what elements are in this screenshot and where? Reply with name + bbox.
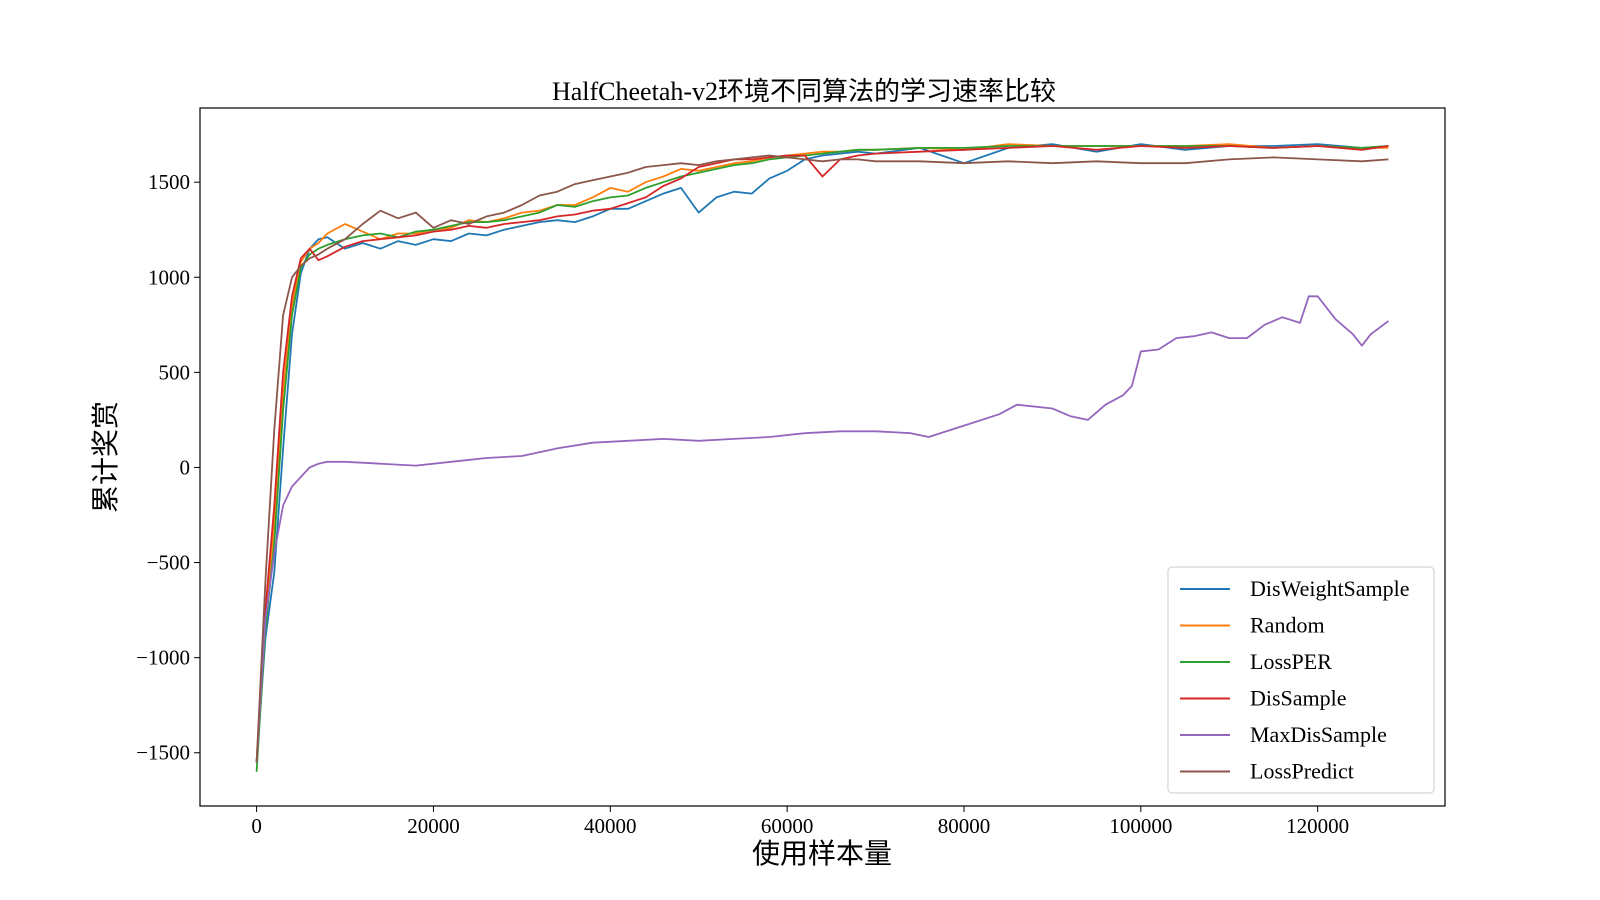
x-tick-label: 100000 — [1109, 814, 1172, 838]
y-axis-label: 累计奖赏 — [90, 401, 122, 513]
legend-label: LossPredict — [1250, 759, 1354, 784]
x-tick-label: 60000 — [761, 814, 814, 838]
legend-label: LossPER — [1250, 649, 1332, 674]
y-axis: −1500 −1000 −500 0 500 1000 1500 — [136, 170, 200, 765]
x-tick-label: 0 — [251, 814, 262, 838]
x-axis-label: 使用样本量 — [752, 838, 892, 870]
legend-label: MaxDisSample — [1250, 722, 1387, 747]
chart-title: HalfCheetah-v2环境不同算法的学习速率比较 — [552, 77, 1056, 106]
series-line-lossper — [255, 145, 1389, 772]
plot-lines — [255, 143, 1389, 772]
plot-frame — [199, 107, 1446, 807]
legend: DisWeightSample Random LossPER DisSample Max… — [1167, 566, 1435, 794]
y-tick-label: −1000 — [136, 646, 190, 670]
legend-box — [1167, 566, 1435, 794]
x-tick-label: 40000 — [584, 814, 637, 838]
series-line-random — [255, 143, 1389, 763]
y-tick-label: −500 — [147, 551, 190, 575]
x-tick-label: 120000 — [1286, 814, 1349, 838]
y-tick-label: −1500 — [136, 741, 190, 765]
series-line-maxdissample — [255, 295, 1389, 763]
y-tick-label: 0 — [180, 455, 191, 479]
x-tick-label: 80000 — [938, 814, 991, 838]
y-tick-label: 1000 — [148, 265, 190, 289]
legend-label: Random — [1250, 613, 1325, 638]
legend-items: DisWeightSample Random LossPER DisSample Max… — [1180, 576, 1410, 784]
x-axis: 0 20000 40000 60000 80000 100000 120000 — [251, 806, 1349, 838]
y-tick-label: 500 — [159, 360, 191, 384]
legend-label: DisSample — [1250, 686, 1347, 711]
legend-label: DisWeightSample — [1250, 576, 1410, 601]
series-line-losspredict — [255, 154, 1389, 763]
series-line-dissample — [255, 145, 1389, 763]
y-tick-label: 1500 — [148, 170, 190, 194]
x-tick-label: 20000 — [407, 814, 460, 838]
